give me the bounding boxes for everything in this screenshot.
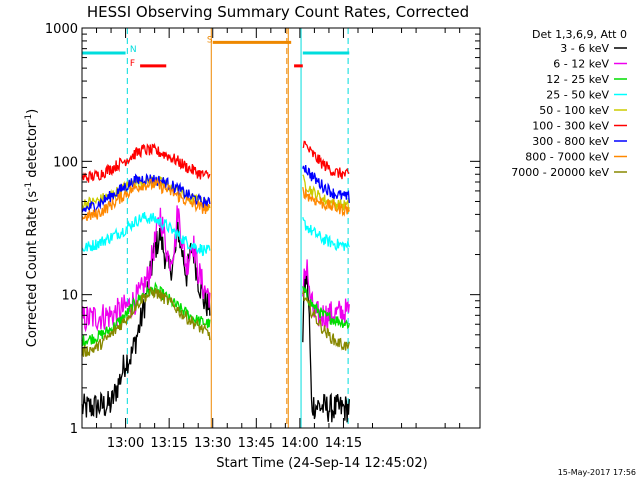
plot-frame: [81, 27, 481, 429]
y-tick-label-2: 100: [53, 155, 78, 170]
series-line-0-seg2: [302, 265, 350, 423]
flag-marker-f: F: [130, 59, 135, 69]
y-tick-label-1: 10: [61, 289, 78, 304]
legend-title: Det 1,3,6,9, Att 0: [532, 28, 627, 41]
y-axis-label: Corrected Count Rate (s-1 detector-1): [24, 109, 40, 347]
legend-label-5: 100 - 300 keV: [532, 120, 609, 133]
y-tick-label-3: 1000: [45, 22, 78, 37]
legend-label-1: 6 - 12 keV: [553, 58, 609, 71]
series-line-0-seg1: [81, 220, 211, 418]
footer-timestamp: 15-May-2017 17:56: [558, 468, 636, 477]
flag-markers: NF S: [130, 35, 213, 68]
series-line-6-seg1: [81, 172, 211, 213]
flag-marker-n: N: [130, 45, 137, 55]
x-tick-label-5: 14:15: [325, 436, 362, 451]
series-line-7-seg2: [302, 186, 350, 217]
series-lines: [81, 140, 350, 423]
x-axis-ticks: 13:00 13:15 13:30 13:45 14:00 14:15: [96, 28, 461, 451]
legend-label-0: 3 - 6 keV: [560, 42, 609, 55]
legend-label-3: 25 - 50 keV: [546, 89, 609, 102]
series-line-8-seg1: [81, 286, 211, 357]
series-line-2-seg2: [302, 286, 350, 330]
flag-marker-s: S: [207, 35, 213, 45]
legend-label-2: 12 - 25 keV: [546, 73, 609, 86]
series-line-5-seg2: [302, 140, 350, 180]
x-tick-label-3: 13:45: [238, 436, 275, 451]
y-axis-ticks: 1 10 100 1000: [45, 22, 480, 437]
flag-bars: [82, 40, 350, 68]
series-line-5-seg1: [81, 142, 211, 183]
chart-title: HESSI Observing Summary Count Rates, Cor…: [87, 3, 469, 21]
legend-label-7: 800 - 7000 keV: [525, 151, 609, 164]
legend: 3 - 6 keV 6 - 12 keV 12 - 25 keV 25 - 50 ke…: [511, 42, 627, 179]
series-line-7-seg1: [81, 177, 210, 222]
x-axis-label: Start Time (24-Sep-14 12:45:02): [216, 456, 427, 471]
legend-label-6: 300 - 800 keV: [532, 135, 609, 148]
series-line-8-seg2: [302, 290, 350, 351]
x-tick-label-2: 13:30: [194, 436, 231, 451]
x-tick-label-1: 13:15: [150, 436, 187, 451]
legend-label-8: 7000 - 20000 keV: [511, 166, 609, 179]
x-tick-label-0: 13:00: [107, 436, 144, 451]
series-line-6-seg2: [302, 165, 350, 203]
x-tick-label-4: 14:00: [281, 436, 318, 451]
series-line-3-seg1: [81, 212, 211, 257]
series-line-1-seg1: [81, 205, 211, 333]
series-line-3-seg2: [302, 217, 350, 252]
legend-label-4: 50 - 100 keV: [539, 104, 609, 117]
y-tick-label-0: 1: [70, 422, 78, 437]
